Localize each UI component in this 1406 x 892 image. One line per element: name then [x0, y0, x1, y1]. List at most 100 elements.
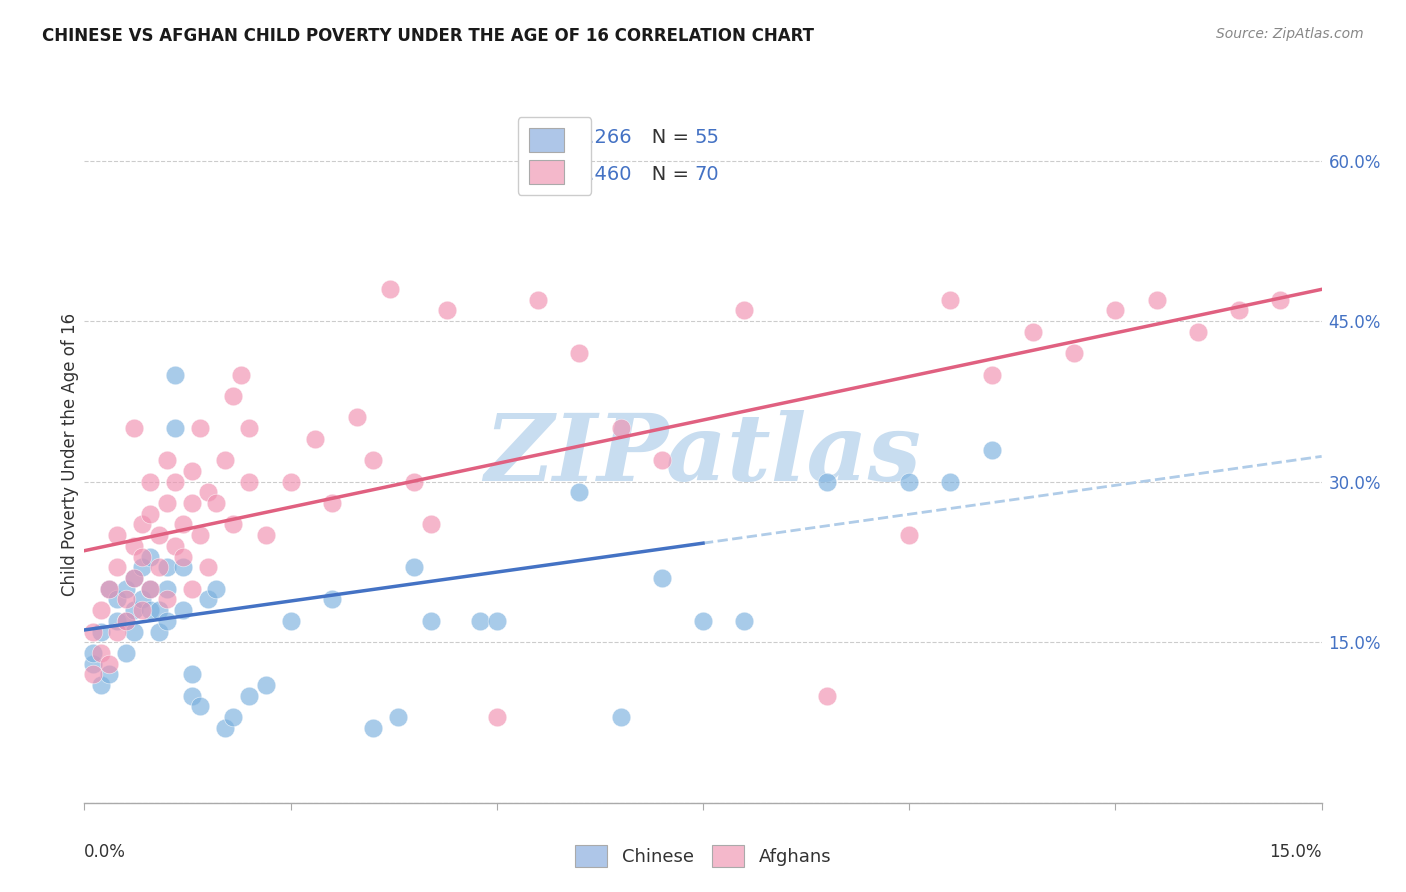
- Point: [122, 539, 145, 553]
- Point: [568, 346, 591, 360]
- Point: [898, 528, 921, 542]
- Point: [939, 475, 962, 489]
- Point: [1146, 293, 1168, 307]
- Point: [815, 475, 838, 489]
- Point: [156, 453, 179, 467]
- Text: 55: 55: [695, 128, 720, 147]
- Text: 0.0%: 0.0%: [84, 843, 127, 861]
- Point: [139, 475, 162, 489]
- Point: [98, 667, 121, 681]
- Text: ZIPatlas: ZIPatlas: [485, 410, 921, 500]
- Point: [1063, 346, 1085, 360]
- Point: [222, 517, 245, 532]
- Point: [82, 624, 104, 639]
- Point: [527, 293, 550, 307]
- Point: [105, 528, 128, 542]
- Point: [98, 582, 121, 596]
- Point: [172, 560, 194, 574]
- Point: [692, 614, 714, 628]
- Text: N =: N =: [633, 165, 695, 184]
- Point: [165, 368, 187, 382]
- Point: [165, 539, 187, 553]
- Point: [105, 614, 128, 628]
- Point: [165, 475, 187, 489]
- Point: [156, 496, 179, 510]
- Point: [205, 582, 228, 596]
- Point: [280, 475, 302, 489]
- Point: [139, 603, 162, 617]
- Text: 0.460: 0.460: [576, 165, 633, 184]
- Point: [114, 614, 136, 628]
- Point: [180, 464, 202, 478]
- Point: [105, 592, 128, 607]
- Point: [131, 549, 153, 564]
- Point: [1270, 293, 1292, 307]
- Point: [188, 699, 211, 714]
- Point: [1187, 325, 1209, 339]
- Text: 15.0%: 15.0%: [1270, 843, 1322, 861]
- Point: [1227, 303, 1250, 318]
- Point: [148, 624, 170, 639]
- Point: [304, 432, 326, 446]
- Point: [254, 528, 277, 542]
- Point: [122, 603, 145, 617]
- Point: [815, 689, 838, 703]
- Point: [90, 678, 112, 692]
- Point: [156, 560, 179, 574]
- Point: [172, 517, 194, 532]
- Point: [214, 453, 236, 467]
- Point: [197, 592, 219, 607]
- Point: [122, 571, 145, 585]
- Text: 0.266: 0.266: [576, 128, 633, 147]
- Point: [361, 721, 384, 735]
- Point: [238, 475, 260, 489]
- Point: [980, 368, 1002, 382]
- Point: [148, 560, 170, 574]
- Text: Source: ZipAtlas.com: Source: ZipAtlas.com: [1216, 27, 1364, 41]
- Text: N =: N =: [633, 128, 695, 147]
- Point: [139, 582, 162, 596]
- Point: [254, 678, 277, 692]
- Point: [568, 485, 591, 500]
- Point: [90, 603, 112, 617]
- Point: [485, 710, 508, 724]
- Point: [651, 453, 673, 467]
- Point: [105, 624, 128, 639]
- Point: [733, 614, 755, 628]
- Point: [180, 496, 202, 510]
- Point: [980, 442, 1002, 457]
- Point: [114, 646, 136, 660]
- Point: [139, 582, 162, 596]
- Point: [131, 603, 153, 617]
- Point: [939, 293, 962, 307]
- Point: [280, 614, 302, 628]
- Point: [98, 582, 121, 596]
- Point: [165, 421, 187, 435]
- Point: [404, 560, 426, 574]
- Point: [131, 517, 153, 532]
- Point: [1022, 325, 1045, 339]
- Point: [197, 485, 219, 500]
- Text: R =: R =: [534, 128, 576, 147]
- Point: [238, 421, 260, 435]
- Point: [436, 303, 458, 318]
- Point: [378, 282, 401, 296]
- Point: [485, 614, 508, 628]
- Point: [188, 421, 211, 435]
- Point: [114, 582, 136, 596]
- Point: [148, 528, 170, 542]
- Point: [321, 592, 343, 607]
- Point: [188, 528, 211, 542]
- Point: [172, 549, 194, 564]
- Point: [361, 453, 384, 467]
- Point: [172, 603, 194, 617]
- Point: [156, 582, 179, 596]
- Point: [898, 475, 921, 489]
- Point: [114, 592, 136, 607]
- Point: [156, 592, 179, 607]
- Point: [387, 710, 409, 724]
- Point: [238, 689, 260, 703]
- Point: [419, 517, 441, 532]
- Point: [404, 475, 426, 489]
- Point: [733, 303, 755, 318]
